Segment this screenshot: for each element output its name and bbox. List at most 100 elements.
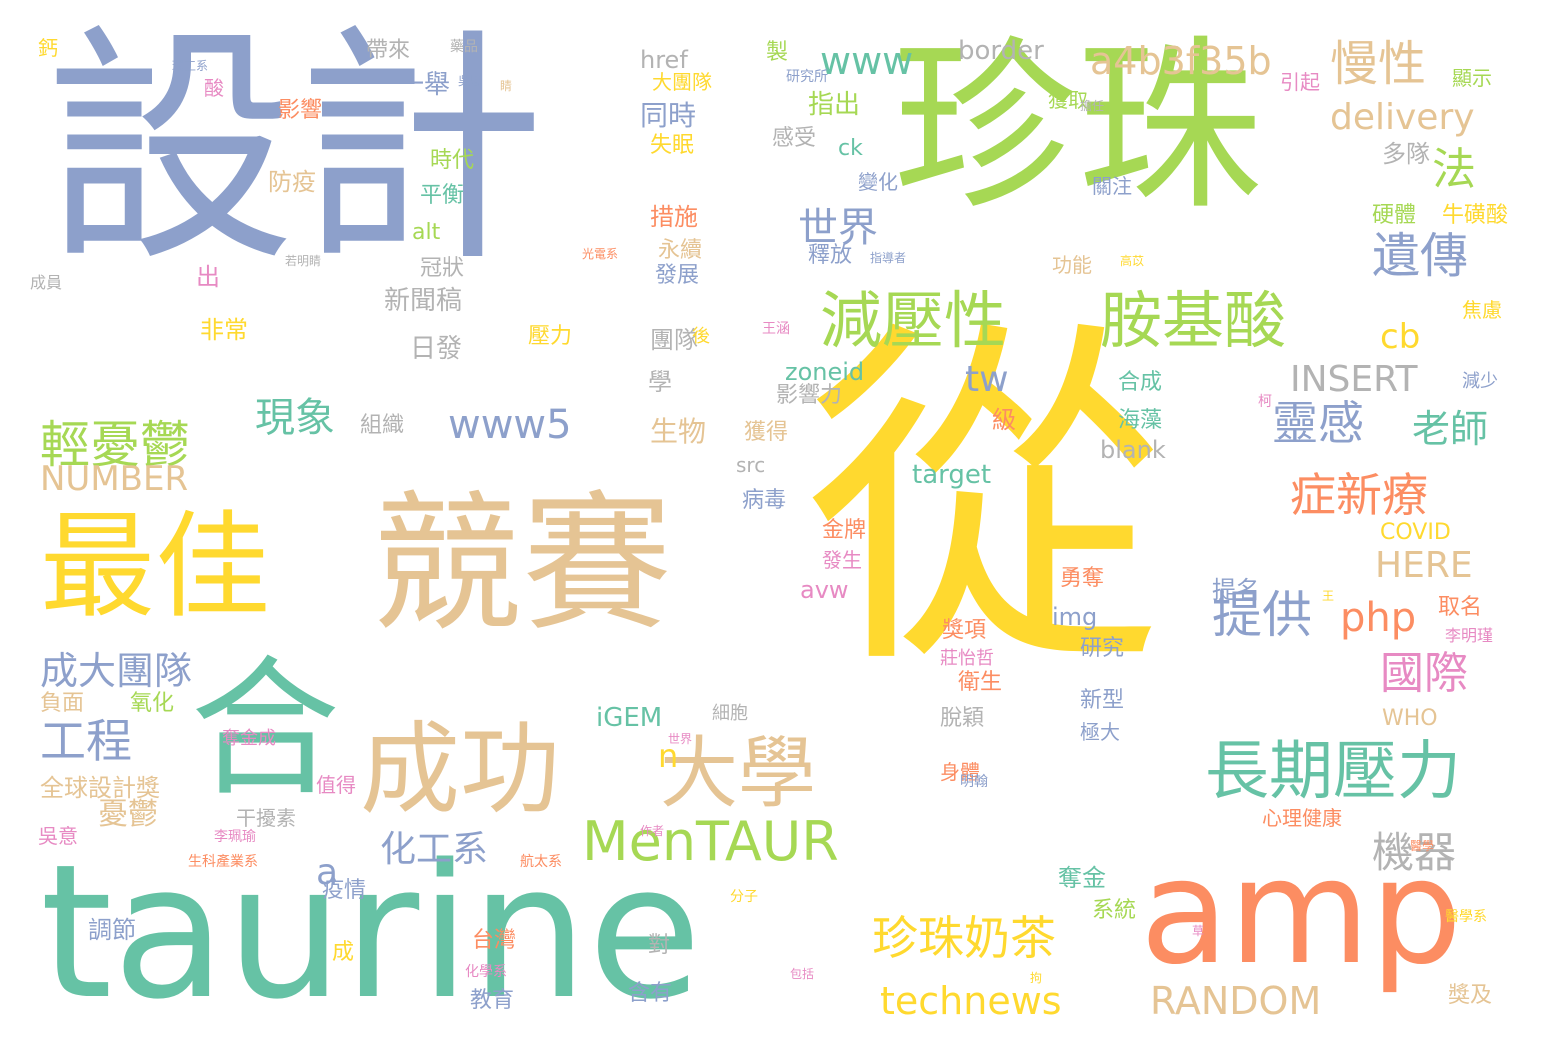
cloud-word-clear: 睛 xyxy=(500,79,513,93)
cloud-word-src: src xyxy=(736,453,766,477)
cloud-word-php: php xyxy=(1340,595,1417,641)
cloud-word-regulate: 調節 xyxy=(88,916,136,944)
cloud-word-provide: 提供 xyxy=(1212,586,1312,644)
cloud-word-balance: 平衡 xyxy=(420,183,465,208)
cloud-word-health: 衛生 xyxy=(958,670,1003,695)
cloud-word-tw: tw xyxy=(965,359,1009,400)
cloud-word-system: 系統 xyxy=(1092,898,1137,923)
cloud-word-include: 包括 xyxy=(790,967,815,981)
cloud-word-organization: 組織 xyxy=(360,413,405,438)
cloud-word-molecule: 分子 xyxy=(730,889,758,905)
cloud-word-chem-eng-dept: 化工系 xyxy=(380,829,489,870)
cloud-word-amp: amp xyxy=(1140,828,1463,997)
cloud-word-target: target xyxy=(912,460,992,490)
cloud-word-method: 法 xyxy=(1432,144,1476,195)
cloud-word-virus: 病毒 xyxy=(742,488,787,513)
cloud-word-env-eng-dept: 環工系 xyxy=(172,59,209,73)
cloud-word-published: 日發 xyxy=(410,334,463,364)
cloud-word-big-team: 大團隊 xyxy=(652,70,712,94)
cloud-word-era: 時代 xyxy=(430,148,475,173)
cloud-word-serve-as: 擔任 xyxy=(1080,99,1105,113)
cloud-word-drug: 藥品 xyxy=(450,39,478,55)
cloud-word-research: 研究 xyxy=(1080,636,1125,661)
cloud-word-pearl: 珍珠 xyxy=(892,19,1262,235)
cloud-word-from: 從 xyxy=(805,292,1165,711)
cloud-word-new-therapy: 症新療 xyxy=(1290,468,1428,522)
cloud-word-world: 世界 xyxy=(798,205,878,251)
cloud-word-many-teams: 多隊 xyxy=(1382,140,1430,168)
cloud-word-zoneid: zoneid xyxy=(785,358,865,386)
cloud-word-in-one-go: 一舉 xyxy=(398,70,451,100)
cloud-word-institute: 研究所 xyxy=(786,69,828,85)
cloud-word-member: 成員 xyxy=(30,273,63,292)
cloud-word-international: 國際 xyxy=(1380,648,1468,699)
cloud-word-bring: 帶來 xyxy=(366,38,411,63)
cloud-word-development: 發展 xyxy=(655,263,700,288)
cloud-word-award: 獎項 xyxy=(942,618,987,643)
cloud-word-occur: 發生 xyxy=(822,548,862,572)
cloud-word-acquire: 獲取 xyxy=(1048,88,1088,112)
cloud-word-naming: 取名 xyxy=(1438,595,1483,620)
cloud-word-cheng: 成 xyxy=(332,940,355,965)
cloud-word-name-ke: 柯 xyxy=(1258,394,1272,410)
cloud-word-genetic: 遺傳 xyxy=(1372,228,1469,284)
cloud-word-chronic: 慢性 xyxy=(1330,36,1427,92)
cloud-word-here: HERE xyxy=(1375,545,1473,586)
cloud-word-hardware: 硬體 xyxy=(1372,203,1417,228)
cloud-word-world-small: 世界 xyxy=(668,732,693,746)
cloud-word-name-li-mingjin: 李明瑾 xyxy=(1445,626,1494,645)
cloud-word-name-wu-si: 吳思 xyxy=(458,74,483,88)
cloud-word-anxiety: 焦慮 xyxy=(1462,298,1502,322)
cloud-word-influence: 影響力 xyxy=(776,383,843,408)
cloud-word-ju: 拘 xyxy=(1030,971,1043,985)
cloud-word-n: n xyxy=(658,737,679,775)
cloud-word-design: 設計 xyxy=(45,4,545,295)
cloud-word-taurine: taurine xyxy=(40,824,702,1040)
cloud-word-depression: 憂鬱 xyxy=(98,797,158,832)
cloud-word-negative: 負面 xyxy=(40,691,85,716)
cloud-word-press-release: 新聞稿 xyxy=(384,286,463,316)
cloud-word-amino-acid: 胺基酸 xyxy=(1100,284,1287,357)
cloud-word-number: NUMBER xyxy=(40,459,189,499)
cloud-word-taiwan: 台灣 xyxy=(472,928,517,953)
cloud-word-award-and: 獎及 xyxy=(1448,983,1493,1008)
cloud-word-interferon: 干擾素 xyxy=(236,806,296,830)
cloud-word-technews: technews xyxy=(880,979,1062,1023)
cloud-word-grass: 草 xyxy=(1192,924,1205,938)
cloud-word-epidemic-prevention: 防疫 xyxy=(268,168,316,196)
cloud-word-delivery: delivery xyxy=(1330,97,1475,138)
cloud-word-href: href xyxy=(640,46,688,74)
cloud-word-teacher: 老師 xyxy=(1412,407,1489,451)
cloud-word-www: www xyxy=(820,39,914,83)
cloud-word-immense: 極大 xyxy=(1080,720,1120,744)
cloud-word-cb: cb xyxy=(1380,317,1421,357)
cloud-word-university: 大學 xyxy=(660,729,817,819)
cloud-word-img: img xyxy=(1052,603,1098,631)
cloud-word-affect: 影響 xyxy=(278,98,323,123)
cloud-word-make: 製 xyxy=(766,40,789,65)
cloud-word-biology: 生物 xyxy=(650,415,707,448)
cloud-word-measures: 措施 xyxy=(650,203,698,231)
cloud-word-www5: www5 xyxy=(448,402,572,448)
cloud-word-show: 顯示 xyxy=(1452,66,1492,90)
cloud-word-igem: iGEM xyxy=(596,703,663,733)
cloud-word-random: RANDOM xyxy=(1150,979,1322,1023)
cloud-word-chem-dept: 化學系 xyxy=(465,964,507,980)
cloud-word-engineering: 工程 xyxy=(40,714,132,768)
cloud-word-long-term-stress: 長期壓力 xyxy=(1205,735,1461,809)
cloud-word-reduce: 減少 xyxy=(1462,371,1498,392)
cloud-word-combine: 合 xyxy=(190,643,341,817)
cloud-word-stress-relief: 減壓性 xyxy=(820,284,1007,357)
cloud-word-global-design-award: 全球設計獎 xyxy=(40,774,160,802)
cloud-word-mental-health: 心理健康 xyxy=(1262,806,1342,830)
cloud-word-aero-dept: 航太系 xyxy=(520,854,562,870)
cloud-word-biotech-dept: 生科產業系 xyxy=(188,854,258,870)
cloud-word-worth: 值得 xyxy=(316,773,356,797)
cloud-word-gold-medal: 金牌 xyxy=(822,518,867,543)
cloud-word-advisor: 指導者 xyxy=(870,251,907,265)
cloud-word-alt: alt xyxy=(412,220,441,245)
cloud-word-out: 出 xyxy=(196,263,220,291)
cloud-word-cell: 細胞 xyxy=(712,703,748,724)
cloud-word-nominate: 提名 xyxy=(1212,576,1260,604)
cloud-word-corona: 冠狀 xyxy=(420,256,465,281)
